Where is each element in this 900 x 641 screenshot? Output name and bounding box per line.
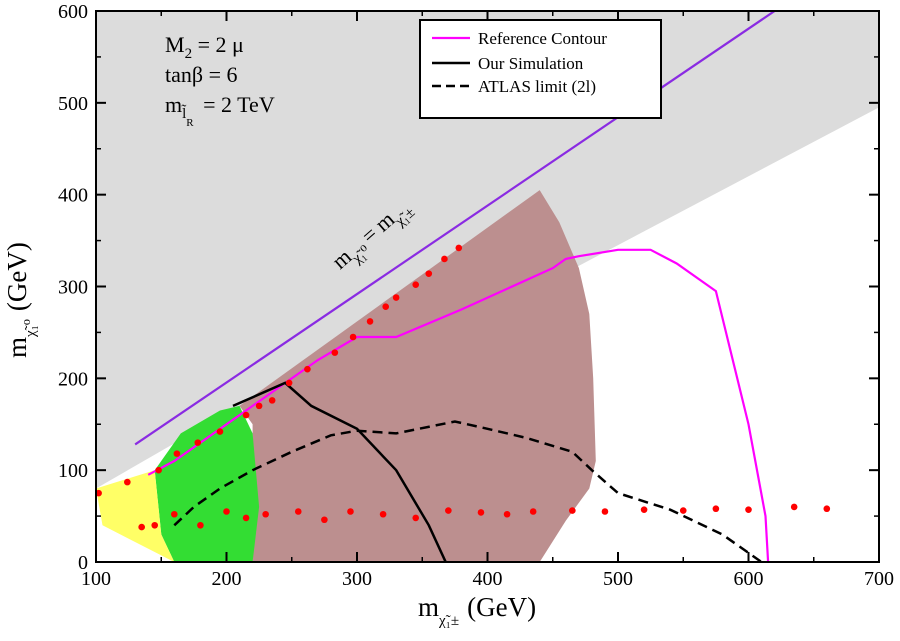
y-tick-label: 500 [58, 93, 88, 115]
contour-lines [134, 11, 776, 562]
data-point [445, 507, 452, 514]
data-point [712, 505, 720, 513]
data-point [425, 270, 433, 277]
data-point [171, 510, 178, 518]
x-tick-label: 600 [734, 568, 764, 590]
data-point [412, 281, 420, 288]
data-point [349, 333, 357, 341]
data-point [823, 505, 831, 513]
data-point [455, 244, 463, 252]
x-axis-title: mχ̃₁± (GeV) [418, 592, 536, 629]
data-point [529, 508, 537, 515]
data-point [294, 508, 302, 515]
data-point [745, 506, 752, 513]
legend: Reference Contour Our Simulation ATLAS l… [419, 19, 662, 119]
data-point [173, 450, 181, 457]
data-point [268, 397, 276, 404]
x-tick-label: 300 [342, 568, 372, 590]
y-tick-label: 400 [58, 185, 88, 207]
y-tick-label: 200 [58, 368, 88, 390]
series-reference-contour [147, 248, 770, 562]
legend-label-simulation: Our Simulation [478, 54, 584, 73]
data-point [124, 478, 131, 486]
data-point [321, 516, 328, 524]
legend-label-reference: Reference Contour [478, 29, 607, 48]
data-point [679, 507, 687, 514]
data-point [477, 509, 485, 516]
data-point [601, 508, 609, 515]
y-tick-label: 0 [78, 552, 88, 574]
data-point [304, 365, 311, 373]
info-m2: M2 = 2 μ [165, 32, 244, 62]
data-point [640, 506, 648, 513]
y-tick-label: 600 [58, 1, 88, 23]
data-point [331, 349, 339, 356]
data-point [347, 508, 354, 515]
data-point [216, 428, 224, 435]
data-point [503, 510, 511, 518]
region-green [154, 405, 260, 562]
data-point [194, 439, 202, 446]
data-point [441, 255, 448, 263]
info-slepton-mass: ml̃R = 2 TeV [165, 92, 275, 129]
data-point [223, 508, 230, 515]
series-atlas-limit [173, 420, 763, 562]
x-tick-label: 400 [473, 568, 503, 590]
diagonal-line [134, 11, 776, 446]
data-point [392, 294, 400, 301]
data-point [569, 507, 576, 514]
data-point [379, 510, 387, 518]
data-point [242, 514, 250, 522]
data-point [382, 303, 390, 311]
region-yellow [96, 470, 175, 562]
info-tanbeta: tanβ = 6 [165, 62, 237, 87]
data-point [790, 503, 798, 511]
data-point [366, 318, 374, 325]
x-tick-label: 100 [81, 568, 111, 590]
data-point [96, 489, 102, 497]
data-point [138, 523, 145, 531]
legend-box [419, 19, 662, 119]
x-tick-label: 200 [212, 568, 242, 590]
x-tick-label: 500 [603, 568, 633, 590]
series-our-simulation [232, 381, 447, 562]
scan-points [96, 244, 831, 531]
data-point [255, 402, 263, 410]
data-point [242, 411, 250, 419]
y-tick-label: 300 [58, 277, 88, 299]
y-axis-title: mχ̃₁⁰(GeV) [2, 242, 39, 358]
shaded-regions [96, 11, 879, 562]
data-point [197, 521, 204, 529]
data-point [155, 466, 162, 474]
data-point [412, 514, 420, 522]
data-point [151, 521, 159, 529]
legend-label-atlas: ATLAS limit (2l) [478, 77, 596, 96]
y-tick-label: 100 [58, 460, 88, 482]
data-point [285, 379, 293, 387]
region-brown [239, 190, 596, 562]
data-point [262, 510, 269, 518]
x-tick-label: 700 [864, 568, 894, 590]
